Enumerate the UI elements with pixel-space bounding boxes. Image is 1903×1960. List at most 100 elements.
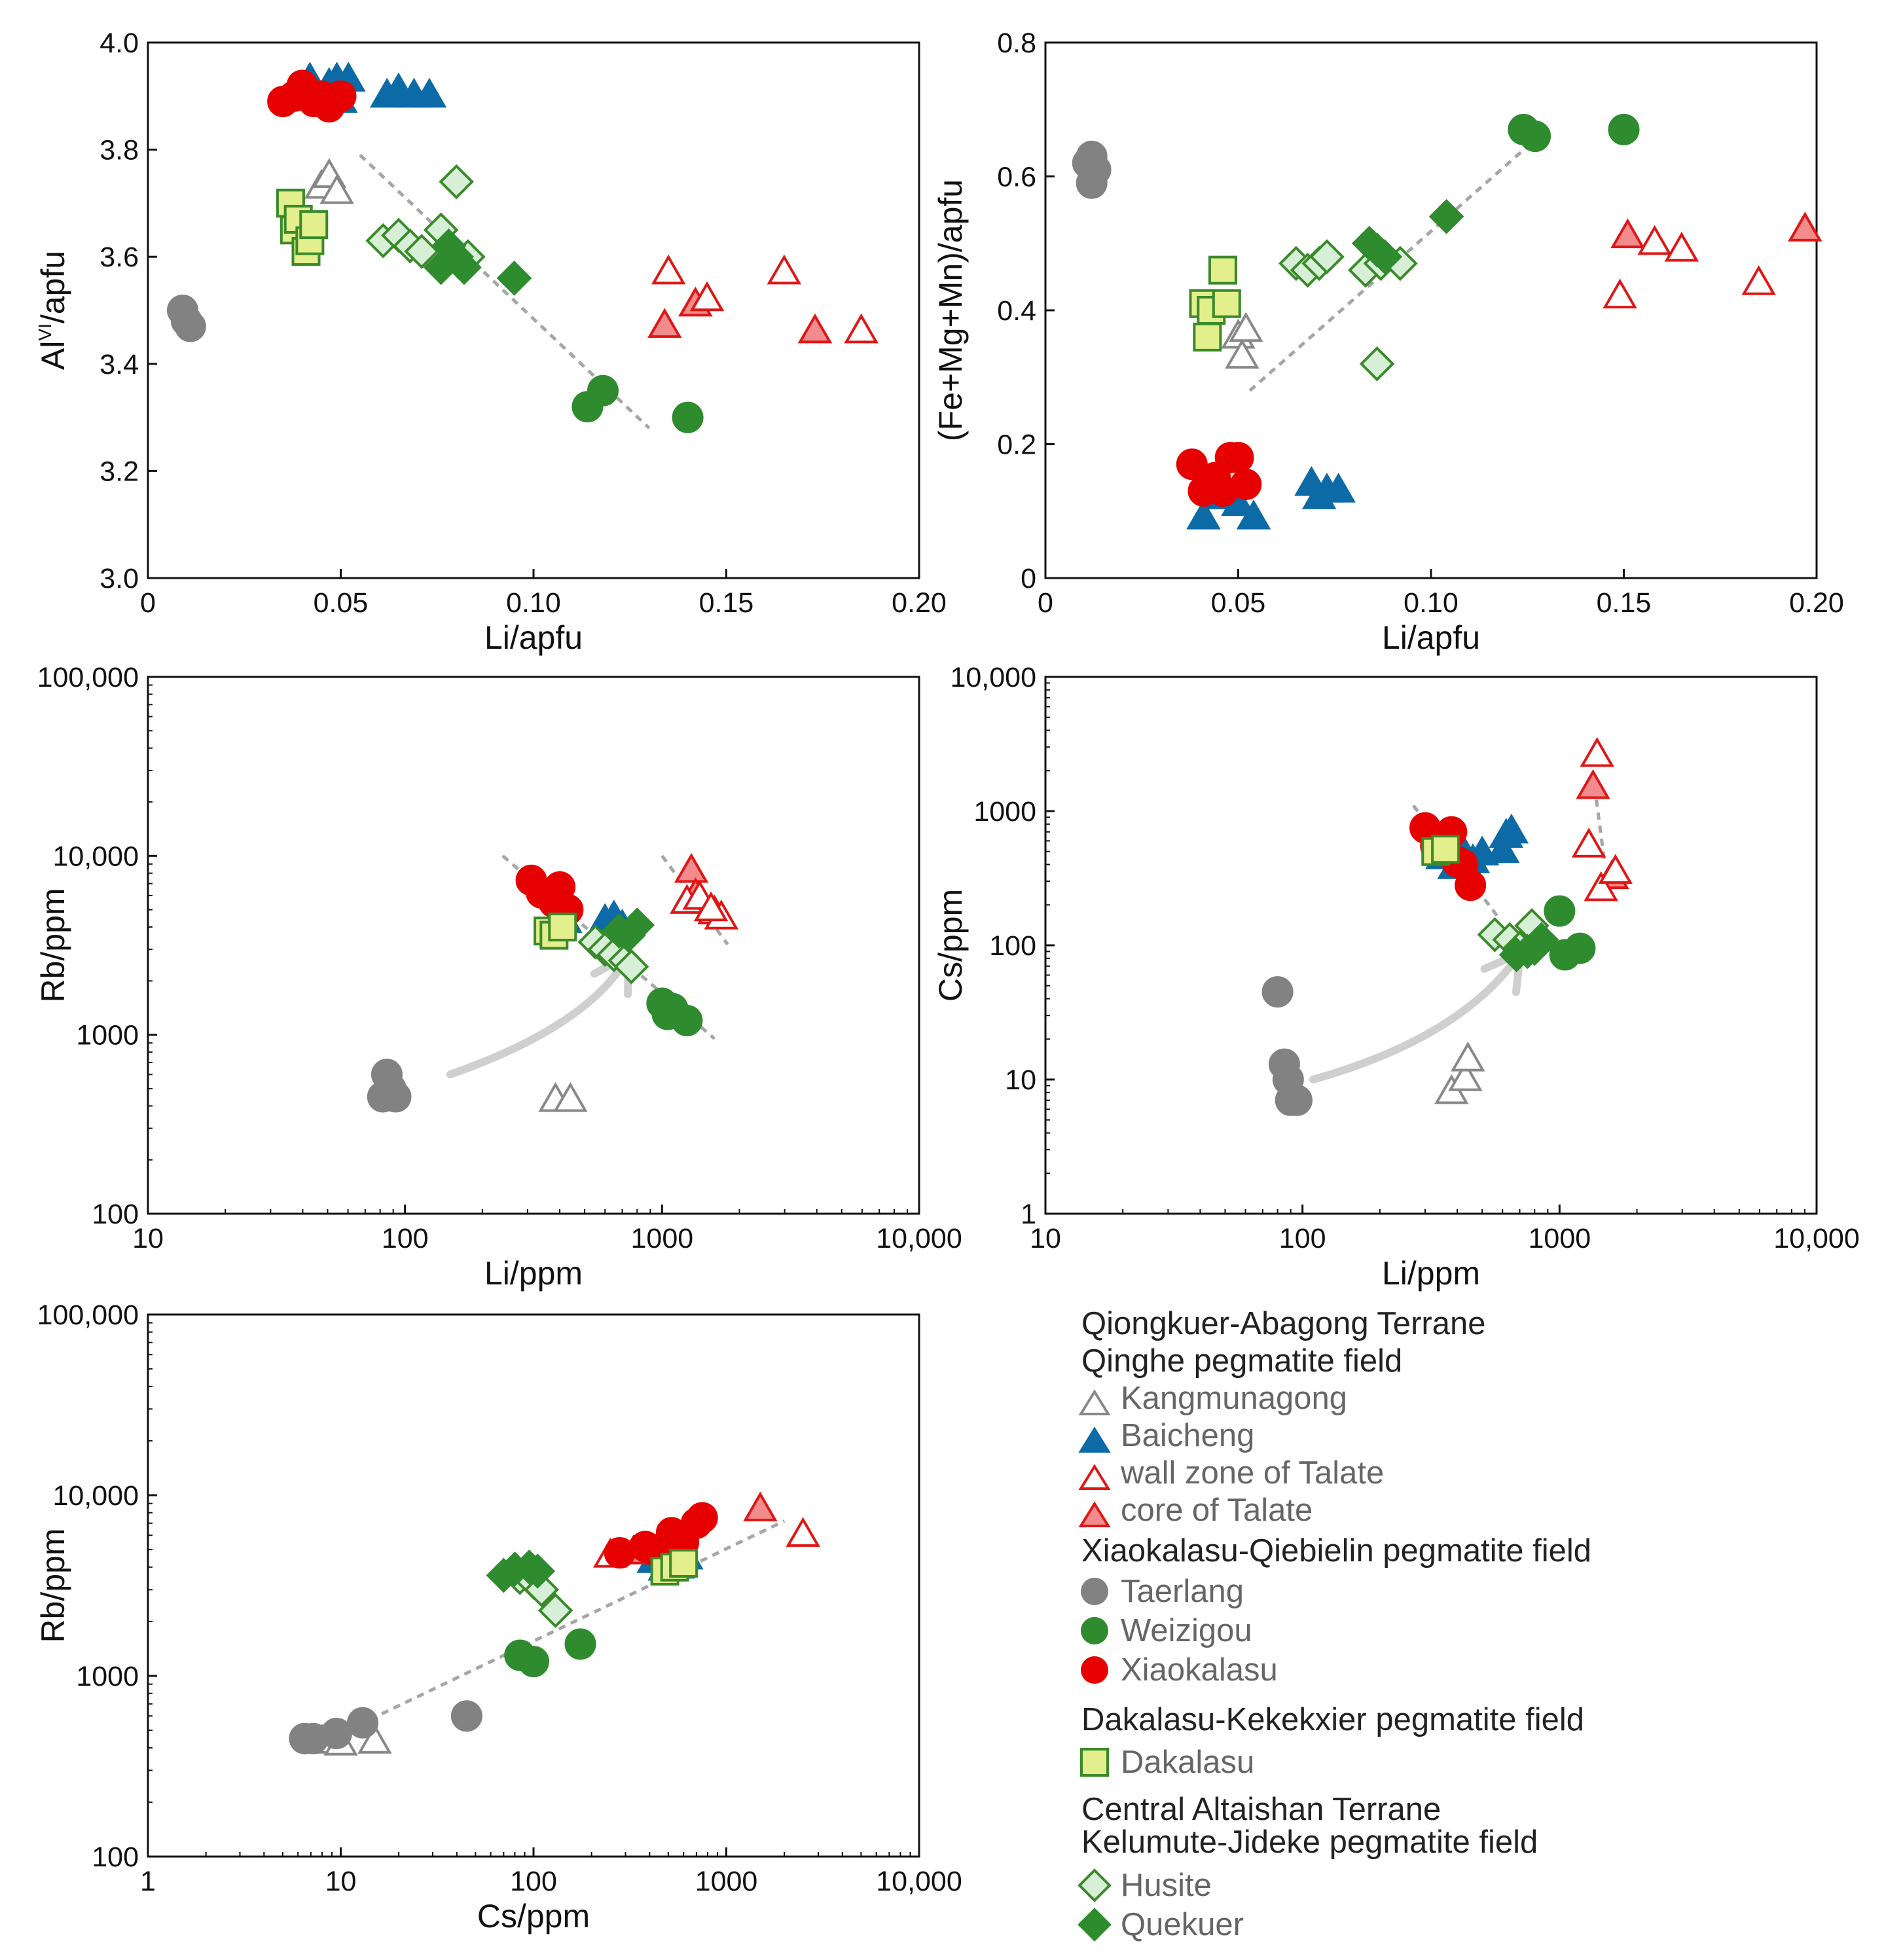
x-tick-label: 10,000	[876, 1866, 962, 1897]
legend-header-kelumute-field: Kelumute-Jideke pegmatite field	[1081, 1824, 1538, 1860]
x-axis-title: Li/apfu	[484, 619, 583, 656]
point-quekuer	[446, 249, 482, 285]
legend-item-quekuer: Quekuer	[1078, 1907, 1244, 1942]
point-weizigou	[564, 1628, 596, 1660]
legend: Qiongkuer-Abagong Terrane Qinghe pegmati…	[1078, 1306, 1591, 1942]
y-axis-title: Rb/ppm	[35, 888, 71, 1002]
point-kangmunagong	[319, 174, 354, 204]
point-wall-zone-of-talate	[767, 254, 802, 285]
legend-item-baicheng: Baicheng	[1078, 1418, 1254, 1453]
point-kangmunagong	[357, 1724, 392, 1754]
legend-header-qinghe: Qinghe pegmatite field	[1081, 1343, 1402, 1379]
legend-label-husite: Husite	[1121, 1868, 1212, 1903]
point-core-of-talate	[1610, 218, 1645, 249]
legend-item-dakalasu: Dakalasu	[1080, 1745, 1254, 1780]
point-kangmunagong	[1451, 1042, 1485, 1072]
legend-label-baicheng: Baicheng	[1121, 1418, 1254, 1453]
point-taerlang	[347, 1707, 379, 1739]
x-tick-label: 100	[510, 1866, 557, 1897]
point-xiaokalasu	[686, 1502, 718, 1534]
point-wall-zone-of-talate	[1598, 854, 1633, 884]
point-taerlang	[450, 1700, 482, 1732]
y-tick-label: 100	[989, 930, 1036, 962]
x-tick-label: 1	[140, 1866, 156, 1897]
legend-header-dakalasu-field: Dakalasu-Kekekxier pegmatite field	[1081, 1702, 1584, 1737]
legend-marker-weizigou	[1081, 1617, 1108, 1644]
point-wall-zone-of-talate	[689, 281, 725, 312]
legend-marker-quekuer	[1078, 1908, 1112, 1942]
y-tick-label: 100,000	[37, 662, 139, 693]
legend-label-xiaokalasu: Xiaokalasu	[1121, 1652, 1278, 1688]
point-husite	[537, 1593, 573, 1628]
y-tick-label: 0.4	[997, 295, 1036, 327]
point-dakalasu	[1431, 835, 1460, 864]
point-weizigou	[1519, 120, 1551, 153]
point-dakalasu	[1193, 322, 1222, 352]
y-axis-title: Cs/ppm	[932, 889, 969, 1002]
x-tick-label: 0.10	[1404, 587, 1459, 619]
point-quekuer	[520, 1553, 556, 1589]
point-dakalasu	[1208, 255, 1237, 285]
x-tick-label: 1000	[695, 1866, 758, 1897]
x-tick-label: 0.20	[1789, 587, 1844, 619]
point-core-of-talate	[1788, 211, 1822, 242]
point-core-of-talate	[743, 1491, 778, 1521]
x-tick-label: 0.15	[1597, 587, 1652, 619]
point-quekuer	[1428, 199, 1464, 234]
point-weizigou	[671, 1005, 703, 1037]
y-axis-title-suffix: /apfu	[35, 251, 71, 323]
point-weizigou	[1564, 932, 1596, 964]
legend-label-core-talate: core of Talate	[1121, 1493, 1313, 1528]
y-axis-title-main: Rb/ppm	[35, 888, 71, 1002]
point-husite	[524, 1572, 560, 1608]
y-tick-label: 3.8	[100, 135, 139, 166]
point-dakalasu	[548, 913, 577, 942]
x-tick-label: 0.10	[506, 587, 561, 619]
legend-label-dakalasu: Dakalasu	[1121, 1745, 1254, 1780]
point-quekuer	[496, 261, 532, 296]
y-tick-label: 10,000	[950, 662, 1036, 693]
y-axis-title: Rb/ppm	[35, 1528, 71, 1642]
y-tick-label: 100	[92, 1842, 139, 1873]
y-tick-label: 0.8	[997, 27, 1036, 59]
plot-frame	[1044, 41, 1818, 579]
point-husite	[439, 164, 475, 200]
point-weizigou	[1544, 895, 1576, 927]
point-weizigou	[672, 401, 704, 433]
legend-marker-baicheng	[1078, 1426, 1111, 1453]
y-tick-label: 1000	[973, 796, 1036, 827]
point-xiaokalasu	[325, 80, 357, 112]
point-wall-zone-of-talate	[786, 1517, 820, 1547]
legend-marker-xiaokalasu	[1081, 1656, 1108, 1684]
point-quekuer	[1523, 922, 1559, 958]
y-tick-label: 1000	[76, 1661, 139, 1692]
point-wall-zone-of-talate	[693, 891, 729, 922]
point-kangmunagong	[1225, 338, 1260, 369]
y-axis-title: (Fe+Mg+Mn)/apfu	[932, 179, 969, 441]
y-tick-label: 1000	[76, 1020, 139, 1051]
y-axis-title-main: (Fe+Mg+Mn)/apfu	[932, 179, 969, 441]
point-wall-zone-of-talate	[844, 313, 879, 344]
point-husite	[613, 949, 649, 985]
point-baicheng	[1494, 813, 1529, 844]
legend-label-kangmunagong: Kangmunagong	[1121, 1381, 1347, 1416]
point-core-of-talate	[1576, 769, 1610, 799]
point-core-of-talate	[674, 852, 709, 883]
y-tick-label: 4.0	[100, 27, 139, 59]
point-baicheng	[1236, 499, 1271, 530]
point-xiaokalasu	[1230, 468, 1262, 500]
legend-marker-wall-zone-talate	[1078, 1464, 1111, 1490]
trend-line	[310, 1519, 786, 1750]
x-tick-label: 0.20	[892, 587, 947, 619]
legend-label-taerlang: Taerlang	[1121, 1574, 1244, 1609]
y-tick-label: 0.2	[997, 429, 1036, 461]
y-tick-label: 3.4	[100, 349, 139, 380]
point-quekuer	[1367, 239, 1403, 275]
y-axis-title-main: Cs/ppm	[932, 889, 969, 1002]
point-core-of-talate	[797, 313, 833, 344]
chart-al-vs-li: 0 0.05 0.10 0.15 0.20 3.0 3.2 3.4 3.6 3.8 4.0 Li/ap…	[35, 27, 947, 656]
point-xiaokalasu	[1222, 441, 1254, 473]
x-axis-title: Li/ppm	[484, 1255, 583, 1292]
chart-rb-vs-cs: 1 10 100 1000 10,000 100 1000 10,000 100,000 Cs/p…	[35, 1299, 962, 1934]
